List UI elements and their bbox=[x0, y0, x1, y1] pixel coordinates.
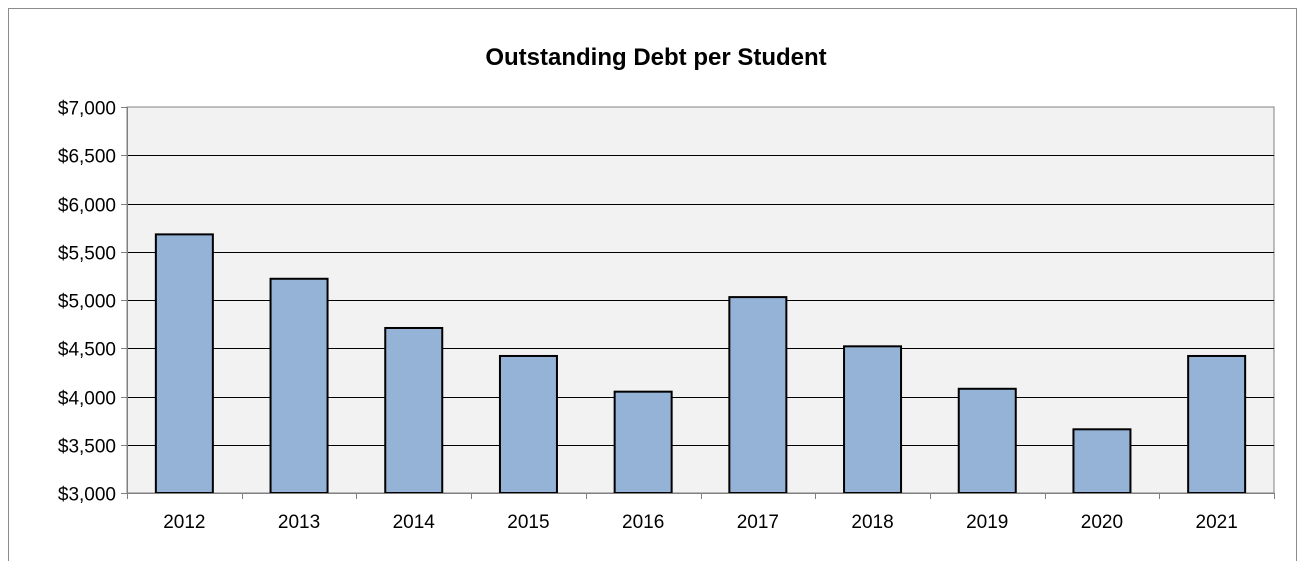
y-tick-label: $6,500 bbox=[58, 147, 116, 168]
bar-2021 bbox=[1187, 354, 1247, 494]
x-tick-label: 2014 bbox=[393, 512, 436, 533]
x-tick-label: 2019 bbox=[966, 512, 1008, 533]
x-tick-label: 2013 bbox=[278, 512, 320, 533]
bar-2014 bbox=[384, 326, 444, 494]
bar-2013 bbox=[269, 277, 329, 494]
x-tick-label: 2017 bbox=[737, 512, 779, 533]
y-tick-label: $6,000 bbox=[58, 196, 116, 217]
bar-2012 bbox=[154, 233, 214, 494]
bar-2017 bbox=[728, 296, 788, 495]
x-tick-label: 2012 bbox=[163, 512, 205, 533]
bar-2018 bbox=[843, 345, 903, 494]
y-tick-label: $5,500 bbox=[58, 244, 116, 265]
y-tick-label: $4,000 bbox=[58, 389, 116, 410]
y-tick-label: $3,500 bbox=[58, 437, 116, 458]
x-tick-label: 2021 bbox=[1196, 512, 1238, 533]
y-tick-label: $3,000 bbox=[58, 485, 116, 506]
axes bbox=[121, 107, 1275, 499]
y-tick-label: $7,000 bbox=[58, 99, 116, 120]
chart-title: Outstanding Debt per Student bbox=[485, 44, 826, 71]
bar-2015 bbox=[498, 354, 558, 494]
bar-2020 bbox=[1072, 428, 1132, 494]
x-tick-label: 2015 bbox=[507, 512, 549, 533]
x-axis-tick-labels: 2012 2013 2014 2015 2016 2017 2018 2019 2020 2021 bbox=[163, 512, 1238, 533]
y-axis-tick-labels: $3,000 $3,500 $4,000 $4,500 $5,000 $5,500 $6,0… bbox=[58, 99, 116, 506]
bar-2016 bbox=[613, 390, 673, 494]
x-tick-label: 2016 bbox=[622, 512, 664, 533]
bar-2019 bbox=[957, 387, 1017, 494]
y-tick-label: $4,500 bbox=[58, 340, 116, 361]
x-tick-label: 2020 bbox=[1081, 512, 1123, 533]
y-tick-label: $5,000 bbox=[58, 292, 116, 313]
bars bbox=[154, 233, 1247, 495]
x-tick-label: 2018 bbox=[851, 512, 893, 533]
